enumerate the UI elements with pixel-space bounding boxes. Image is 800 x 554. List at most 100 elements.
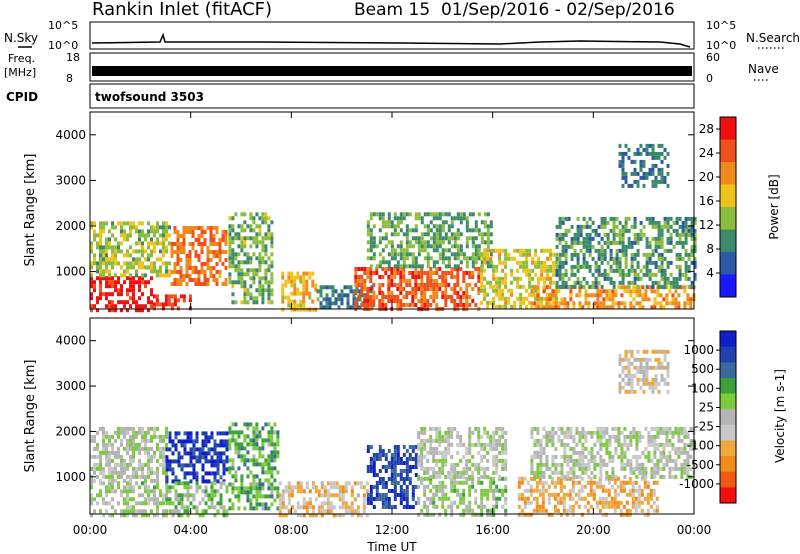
heatmap-cell bbox=[111, 261, 114, 266]
heatmap-cell bbox=[634, 500, 638, 505]
heatmap-cell bbox=[108, 438, 111, 443]
heatmap-cell bbox=[360, 291, 364, 295]
heatmap-cell bbox=[459, 232, 463, 237]
heatmap-cell bbox=[204, 493, 208, 498]
heatmap-cell bbox=[129, 273, 132, 278]
heatmap-cell bbox=[438, 470, 442, 475]
heatmap-cell bbox=[609, 264, 613, 269]
heatmap-cell bbox=[378, 260, 382, 265]
heatmap-cell bbox=[645, 236, 649, 241]
heatmap-cell bbox=[278, 509, 282, 514]
heatmap-cell bbox=[542, 426, 546, 431]
heatmap-cell bbox=[126, 450, 129, 455]
heatmap-cell bbox=[486, 228, 490, 233]
heatmap-cell bbox=[501, 260, 505, 265]
heatmap-cell bbox=[441, 500, 445, 505]
colorbar-tick-label: 20 bbox=[699, 170, 714, 184]
heatmap-cell bbox=[663, 349, 667, 354]
heatmap-cell bbox=[564, 232, 568, 237]
heatmap-cell bbox=[249, 268, 253, 273]
heatmap-cell bbox=[117, 481, 120, 486]
heatmap-cell bbox=[555, 252, 559, 257]
heatmap-cell bbox=[666, 361, 670, 366]
heatmap-cell bbox=[645, 272, 649, 277]
heatmap-cell bbox=[459, 260, 463, 265]
heatmap-cell bbox=[636, 357, 640, 362]
heatmap-cell bbox=[459, 438, 463, 443]
heatmap-cell bbox=[159, 225, 162, 230]
heatmap-cell bbox=[212, 254, 216, 258]
heatmap-cell bbox=[290, 307, 294, 312]
heatmap-cell bbox=[456, 462, 460, 467]
heatmap-cell bbox=[489, 240, 493, 245]
heatmap-cell bbox=[513, 300, 517, 305]
heatmap-cell bbox=[129, 265, 132, 270]
heatmap-cell bbox=[630, 377, 634, 382]
heatmap-cell bbox=[111, 481, 114, 486]
heatmap-cell bbox=[564, 240, 568, 245]
heatmap-cell bbox=[686, 470, 690, 475]
heatmap-cell bbox=[462, 480, 466, 485]
heatmap-cell bbox=[665, 430, 669, 435]
heatmap-cell bbox=[628, 476, 632, 481]
heatmap-cell bbox=[666, 183, 670, 188]
heatmap-cell bbox=[141, 481, 144, 486]
heatmap-cell bbox=[636, 365, 640, 370]
heatmap-cell bbox=[188, 298, 192, 303]
heatmap-cell bbox=[561, 284, 565, 289]
heatmap-cell bbox=[167, 294, 171, 299]
heatmap-cell bbox=[138, 241, 141, 246]
heatmap-cell bbox=[105, 489, 108, 494]
heatmap-cell bbox=[356, 513, 360, 518]
heatmap-cell bbox=[450, 271, 454, 275]
heatmap-cell bbox=[626, 442, 630, 447]
heatmap-cell bbox=[105, 430, 108, 435]
heatmap-cell bbox=[643, 484, 647, 489]
heatmap-cell bbox=[126, 481, 129, 486]
heatmap-cell bbox=[255, 296, 259, 301]
heatmap-cell bbox=[545, 434, 549, 439]
heatmap-cell bbox=[177, 455, 181, 460]
heatmap-cell bbox=[638, 462, 642, 467]
heatmap-cell bbox=[587, 450, 591, 455]
heatmap-cell bbox=[672, 280, 676, 285]
heatmap-cell bbox=[90, 513, 93, 518]
heatmap-cell bbox=[305, 509, 309, 514]
heatmap-cell bbox=[270, 240, 274, 245]
heatmap-cell bbox=[393, 493, 397, 497]
heatmap-cell bbox=[627, 147, 631, 152]
heatmap-cell bbox=[686, 474, 690, 479]
heatmap-cell bbox=[198, 485, 202, 490]
heatmap-cell bbox=[411, 228, 415, 233]
heatmap-cell bbox=[240, 446, 244, 451]
heatmap-cell bbox=[426, 244, 430, 249]
heatmap-cell bbox=[156, 478, 159, 483]
heatmap-cell bbox=[372, 240, 376, 245]
heatmap-cell bbox=[393, 485, 397, 489]
heatmap-cell bbox=[96, 296, 99, 301]
heatmap-cell bbox=[435, 240, 439, 245]
heatmap-cell bbox=[414, 287, 418, 291]
heatmap-cell bbox=[548, 434, 552, 439]
heatmap-cell bbox=[529, 476, 533, 481]
heatmap-cell bbox=[405, 291, 409, 295]
heatmap-cell bbox=[114, 273, 117, 278]
heatmap-cell bbox=[548, 466, 552, 471]
heatmap-cell bbox=[578, 289, 582, 294]
heatmap-cell bbox=[674, 297, 678, 302]
heatmap-cell bbox=[216, 467, 220, 472]
heatmap-cell bbox=[654, 280, 658, 285]
heatmap-cell bbox=[246, 260, 250, 265]
heatmap-cell bbox=[647, 450, 651, 455]
heatmap-cell bbox=[444, 232, 448, 237]
heatmap-cell bbox=[117, 249, 120, 254]
heatmap-cell bbox=[603, 272, 607, 277]
heatmap-cell bbox=[372, 457, 376, 461]
heatmap-cell bbox=[450, 430, 454, 435]
heatmap-cell bbox=[492, 454, 496, 459]
heatmap-cell bbox=[559, 480, 563, 485]
heatmap-cell bbox=[174, 505, 178, 510]
heatmap-cell bbox=[159, 249, 162, 254]
heatmap-cell bbox=[536, 466, 540, 471]
heatmap-cell bbox=[99, 249, 102, 254]
